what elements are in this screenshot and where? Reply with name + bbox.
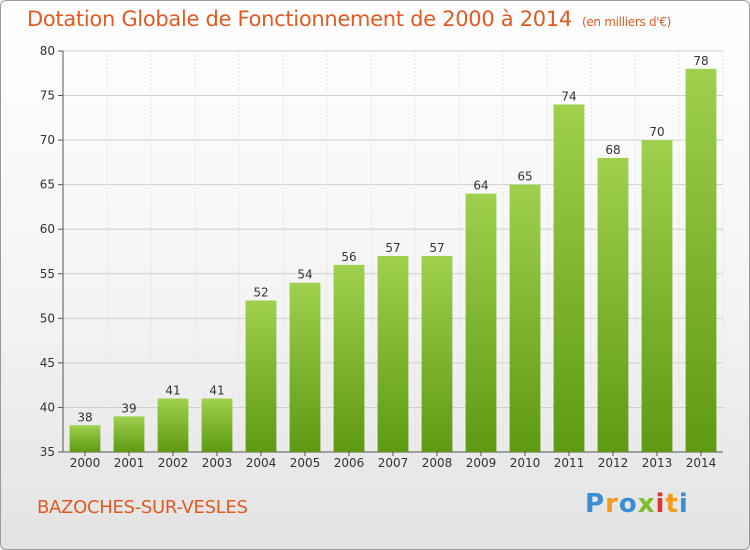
data-label: 38 [77,410,92,424]
data-label: 41 [209,384,224,398]
data-label: 57 [385,241,400,255]
bar-2009 [465,193,497,453]
bar-2012 [597,157,629,452]
bar-2013 [641,140,673,452]
data-label: 52 [253,286,268,300]
y-tick-label: 45 [40,356,55,370]
x-tick-label: 2002 [158,456,189,470]
bar-2000 [69,425,101,452]
x-tick-label: 2001 [114,456,145,470]
data-label: 54 [297,268,312,282]
data-label: 65 [517,170,532,184]
y-tick-label: 80 [40,44,55,58]
y-tick-label: 40 [40,400,55,414]
y-tick-label: 65 [40,178,55,192]
x-tick-label: 2012 [598,456,629,470]
y-tick-label: 70 [40,133,55,147]
data-label: 57 [429,241,444,255]
bar-2007 [377,255,409,452]
bar-2002 [157,398,189,452]
labels: 35 40 45 50 55 60 65 70 75 80 38 2000 39 2001 41 2002 41… [40,44,717,470]
bar-2011 [553,104,585,452]
y-tick-label: 75 [40,89,55,103]
data-label: 56 [341,250,356,264]
x-tick-label: 2009 [466,456,497,470]
bars [69,68,717,453]
x-tick-label: 2008 [422,456,453,470]
x-tick-label: 2011 [554,456,585,470]
city-name: BAZOCHES-SUR-VESLES [37,497,248,518]
x-tick-label: 2013 [642,456,673,470]
bar-2005 [289,282,321,452]
y-tick-label: 35 [40,445,55,459]
bar-2004 [245,300,277,452]
data-label: 41 [165,384,180,398]
data-label: 78 [693,54,708,68]
x-tick-label: 2000 [70,456,101,470]
x-tick-label: 2014 [686,456,717,470]
data-label: 74 [561,89,576,103]
x-tick-label: 2007 [378,456,409,470]
data-label: 70 [649,125,664,139]
x-tick-label: 2005 [290,456,321,470]
x-tick-label: 2004 [246,456,277,470]
bar-2003 [201,398,233,452]
x-tick-label: 2010 [510,456,541,470]
y-tick-label: 50 [40,311,55,325]
chart-subtitle: (en milliers d'€) [581,15,671,29]
bar-2014 [685,68,717,453]
data-label: 39 [121,401,136,415]
bar-2008 [421,255,453,452]
y-tick-label: 55 [40,267,55,281]
bar-2006 [333,264,365,452]
data-label: 64 [473,179,488,193]
chart-title: Dotation Globale de Fonctionnement de 20… [27,7,671,31]
x-tick-label: 2003 [202,456,233,470]
bar-2001 [113,416,145,452]
proxiti-logo[interactable]: Proxiti [585,489,689,519]
y-tick-label: 60 [40,222,55,236]
bar-2010 [509,184,541,452]
chart-title-text: Dotation Globale de Fonctionnement de 20… [27,7,572,31]
data-label: 68 [605,143,620,157]
x-tick-label: 2006 [334,456,365,470]
